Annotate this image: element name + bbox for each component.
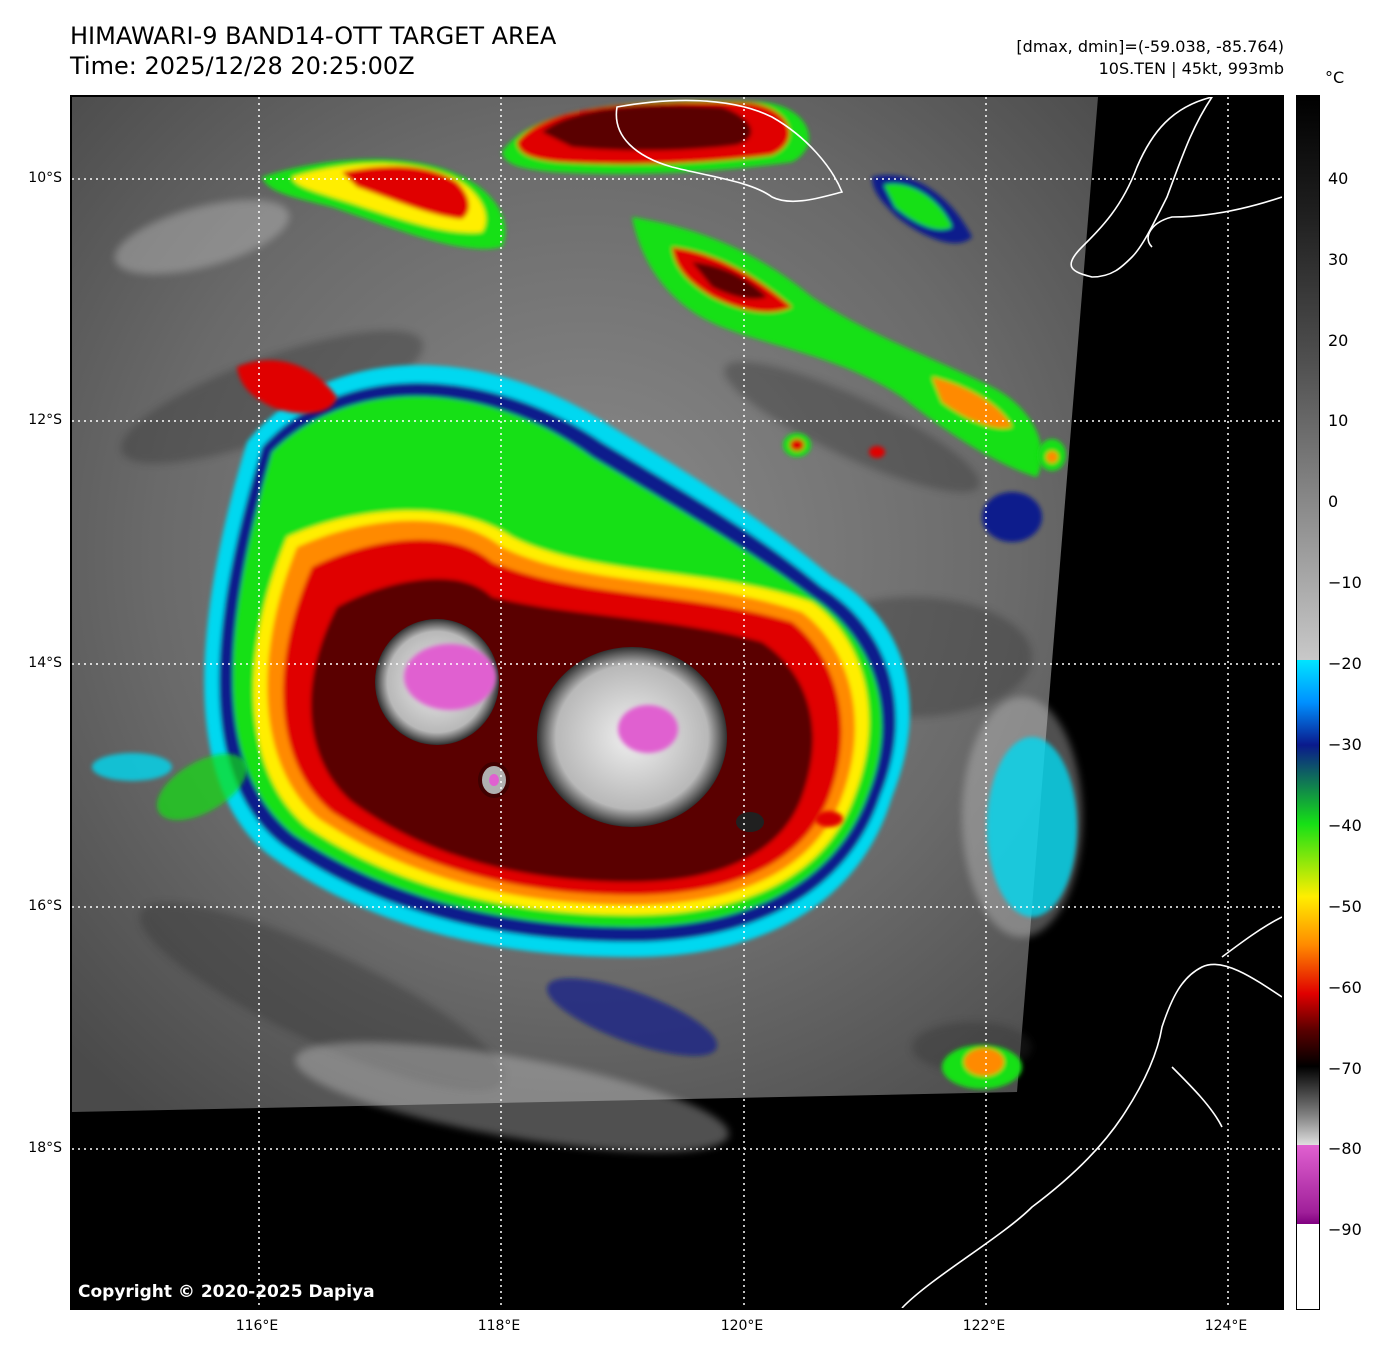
colorbar-tick-minus90: −90	[1328, 1220, 1362, 1239]
colorbar-unit: °C	[1325, 68, 1345, 87]
lon-label-116e: 116°E	[235, 1318, 279, 1334]
map-time: Time: 2025/12/28 20:25:00Z	[70, 52, 415, 80]
lat-label-14s: 14°S	[28, 655, 62, 671]
colorbar-tick-minus70: −70	[1328, 1059, 1362, 1078]
satellite-map[interactable]: Copyright © 2020-2025 Dapiya	[70, 95, 1284, 1310]
lat-label-12s: 12°S	[28, 412, 62, 428]
colorbar-tick-10: 10	[1328, 411, 1349, 430]
lon-label-122e: 122°E	[962, 1318, 1006, 1334]
colorbar-tick-0: 0	[1328, 492, 1339, 511]
map-title: HIMAWARI-9 BAND14-OTT TARGET AREA	[70, 22, 557, 50]
satellite-image	[72, 97, 1282, 1308]
colorbar-tick-minus80: −80	[1328, 1139, 1362, 1158]
colorbar-tick-20: 20	[1328, 331, 1349, 350]
overshoot-center	[618, 705, 678, 753]
cloud-northwest	[237, 360, 337, 414]
coastlines	[615, 97, 1282, 1308]
colorbar-tick-40: 40	[1328, 169, 1349, 188]
lat-label-10s: 10°S	[28, 170, 62, 186]
lon-label-124e: 124°E	[1204, 1318, 1248, 1334]
lon-label-120e: 120°E	[720, 1318, 764, 1334]
colorbar	[1296, 95, 1320, 1310]
colorbar-tick-minus50: −50	[1328, 897, 1362, 916]
colorbar-tick-minus10: −10	[1328, 573, 1362, 592]
copyright-notice: Copyright © 2020-2025 Dapiya	[78, 1282, 375, 1302]
lat-label-16s: 16°S	[28, 898, 62, 914]
lat-label-18s: 18°S	[28, 1140, 62, 1156]
colorbar-tick-minus60: −60	[1328, 978, 1362, 997]
colorbar-tick-minus30: −30	[1328, 735, 1362, 754]
colorbar-tick-30: 30	[1328, 250, 1349, 269]
storm-info: 10S.TEN | 45kt, 993mb	[1098, 59, 1284, 78]
graticule	[72, 97, 1282, 1308]
lon-label-118e: 118°E	[477, 1318, 521, 1334]
colorbar-tick-minus20: −20	[1328, 654, 1362, 673]
temperature-range: [dmax, dmin]=(-59.038, -85.764)	[1016, 37, 1284, 56]
colorbar-tick-minus40: −40	[1328, 816, 1362, 835]
overshoot-west	[404, 644, 496, 710]
